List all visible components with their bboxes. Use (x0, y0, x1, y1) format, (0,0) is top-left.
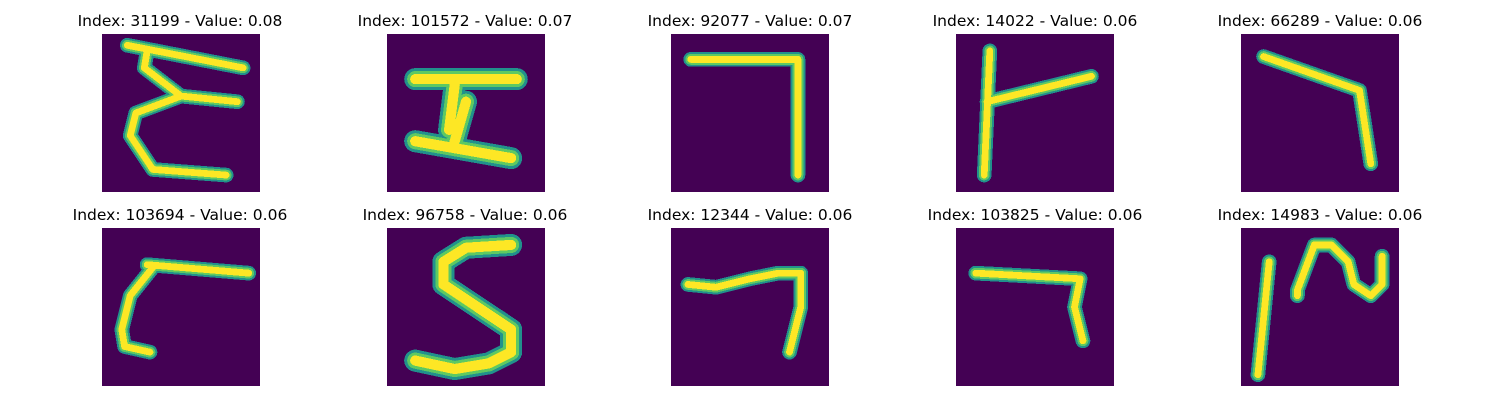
glyph-stroke (687, 56, 802, 179)
glyph-stroke (124, 41, 247, 179)
glyph-stroke (1254, 241, 1386, 379)
glyph-image (387, 34, 545, 192)
panel-title: Index: 96758 - Value: 0.06 (362, 206, 568, 224)
glyph-image (671, 34, 829, 192)
glyph-stroke (684, 269, 805, 356)
glyph-image (671, 228, 829, 386)
glyph-image (1241, 34, 1399, 192)
glyph-stroke (972, 269, 1087, 345)
panel-title: Index: 31199 - Value: 0.08 (77, 12, 283, 30)
glyph-stroke (410, 239, 517, 375)
glyph-stroke (1260, 53, 1375, 168)
panel-title: Index: 66289 - Value: 0.06 (1217, 12, 1423, 30)
glyph-stroke (410, 74, 522, 164)
glyph-image (956, 228, 1114, 386)
glyph-image (102, 228, 260, 386)
panel-title: Index: 14022 - Value: 0.06 (932, 12, 1138, 30)
glyph-image (387, 228, 545, 386)
glyph-stroke (980, 47, 1095, 179)
glyph-stroke (118, 261, 253, 356)
panel-title: Index: 12344 - Value: 0.06 (647, 206, 853, 224)
glyph-image (956, 34, 1114, 192)
panel-title: Index: 92077 - Value: 0.07 (647, 12, 853, 30)
panel-title: Index: 103694 - Value: 0.06 (72, 206, 288, 224)
panel-title: Index: 101572 - Value: 0.07 (357, 12, 573, 30)
panel-title: Index: 103825 - Value: 0.06 (927, 206, 1143, 224)
glyph-image (1241, 228, 1399, 386)
panel-title: Index: 14983 - Value: 0.06 (1217, 206, 1423, 224)
glyph-image (102, 34, 260, 192)
